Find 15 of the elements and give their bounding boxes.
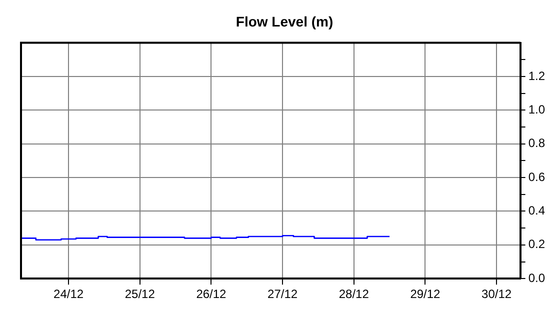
x-tick-label: 28/12 xyxy=(338,287,370,302)
x-tick-label: 29/12 xyxy=(410,287,441,302)
x-tick-label: 27/12 xyxy=(268,287,298,302)
x-tick-label: 26/12 xyxy=(196,287,227,302)
chart-title: Flow Level (m) xyxy=(236,13,334,30)
y-tick-label: 1.2 xyxy=(528,68,546,83)
y-tick-label: 0.2 xyxy=(528,237,546,252)
y-tick-label: 0.6 xyxy=(528,170,546,184)
y-tick-label: 0.4 xyxy=(528,204,546,218)
y-tick-label: 0.8 xyxy=(528,136,546,150)
y-tick-label: 1.0 xyxy=(528,102,546,116)
x-tick-label: 24/12 xyxy=(54,287,84,302)
x-tick-label: 30/12 xyxy=(482,287,512,302)
x-tick-label: 25/12 xyxy=(124,287,156,302)
y-tick-label: 0.0 xyxy=(528,270,546,285)
